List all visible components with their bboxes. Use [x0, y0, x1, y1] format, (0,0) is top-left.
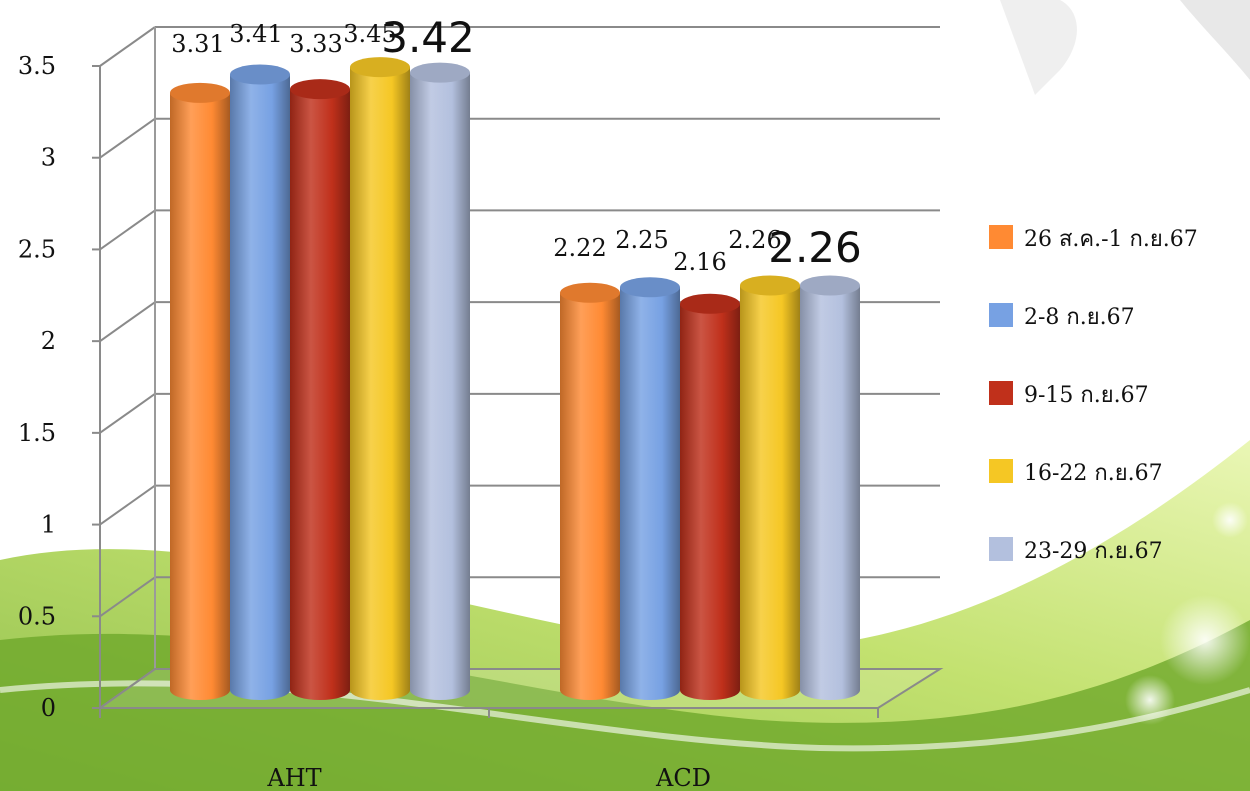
x-category-label: ACD — [655, 764, 711, 791]
gridline-depth — [99, 576, 156, 618]
x-axis-categories: AHT ACD — [266, 764, 711, 791]
gridline-depth — [99, 393, 156, 434]
bar-cap — [170, 82, 230, 103]
data-label: 3.41 — [229, 20, 282, 48]
legend-label: 23-29 ก.ย.67 — [1024, 539, 1163, 564]
y-tick-label: 2 — [41, 327, 56, 355]
bar-cap — [740, 275, 800, 296]
bar-aht-series-4 — [350, 67, 410, 700]
legend-swatch — [989, 459, 1013, 483]
data-label: 2.16 — [673, 248, 726, 276]
bar-acd-series-2 — [620, 287, 680, 700]
gridline-depth — [99, 209, 156, 251]
bar-aht-series-5 — [410, 72, 470, 700]
bar-cap — [410, 62, 470, 83]
data-label: 3.42 — [381, 13, 475, 62]
y-tick-label: 1 — [41, 511, 56, 539]
y-tick-label: 2.5 — [18, 235, 56, 263]
y-tick-label: 1.5 — [18, 419, 56, 447]
gridline-depth — [99, 26, 156, 67]
y-tick-label: 3 — [41, 144, 56, 172]
bar-aht-series-3 — [290, 89, 350, 700]
data-label: 2.25 — [615, 226, 668, 254]
data-label: 2.26 — [728, 226, 781, 254]
data-label: 3.31 — [171, 30, 224, 58]
bar-cap — [350, 57, 410, 78]
bar-cap — [290, 79, 350, 100]
bars — [170, 57, 860, 701]
bar-acd-series-1 — [560, 292, 620, 700]
y-tick-label: 0 — [41, 694, 56, 722]
bar-acd-series-4 — [740, 285, 800, 700]
y-tick-label: 0.5 — [18, 602, 56, 630]
bar-cap — [800, 275, 860, 296]
legend: 26 ส.ค.-1 ก.ย.67 2-8 ก.ย.67 9-15 ก.ย.67 16-… — [989, 225, 1198, 564]
gridline-depth — [99, 301, 156, 342]
bar-cap — [230, 64, 290, 85]
gridline-depth — [99, 484, 156, 526]
bar-cap — [620, 277, 680, 298]
bar-aht-series-2 — [230, 74, 290, 701]
legend-swatch — [989, 381, 1013, 405]
bar-cap — [680, 293, 740, 314]
y-axis-ticks: 0 0.5 1 1.5 2 2.5 3 3.5 — [18, 52, 56, 722]
bar-cap — [560, 282, 620, 303]
data-label: 3.33 — [289, 30, 342, 58]
legend-label: 9-15 ก.ย.67 — [1024, 383, 1149, 408]
bar-acd-series-3 — [680, 303, 740, 700]
bar-aht-series-1 — [170, 92, 230, 700]
legend-label: 2-8 ก.ย.67 — [1024, 305, 1135, 330]
legend-swatch — [989, 303, 1013, 327]
plot-area: 0 0.5 1 1.5 2 2.5 3 3.5 AHT ACD 3.31 3.41 3.33 3.45… — [18, 13, 944, 791]
data-labels: 3.31 3.41 3.33 3.453.422.22 2.252.162.262.26 — [171, 13, 861, 276]
legend-label: 16-22 ก.ย.67 — [1024, 461, 1163, 486]
x-category-label: AHT — [266, 764, 321, 791]
y-tick-label: 3.5 — [18, 52, 56, 80]
data-label: 3.45 — [343, 20, 396, 48]
bar-acd-series-5 — [800, 285, 860, 700]
legend-swatch — [989, 225, 1013, 249]
legend-swatch — [989, 537, 1013, 561]
data-label: 2.22 — [553, 234, 606, 262]
data-label: 2.26 — [768, 223, 862, 272]
gridline-depth — [99, 117, 156, 159]
legend-label: 26 ส.ค.-1 ก.ย.67 — [1024, 227, 1198, 252]
